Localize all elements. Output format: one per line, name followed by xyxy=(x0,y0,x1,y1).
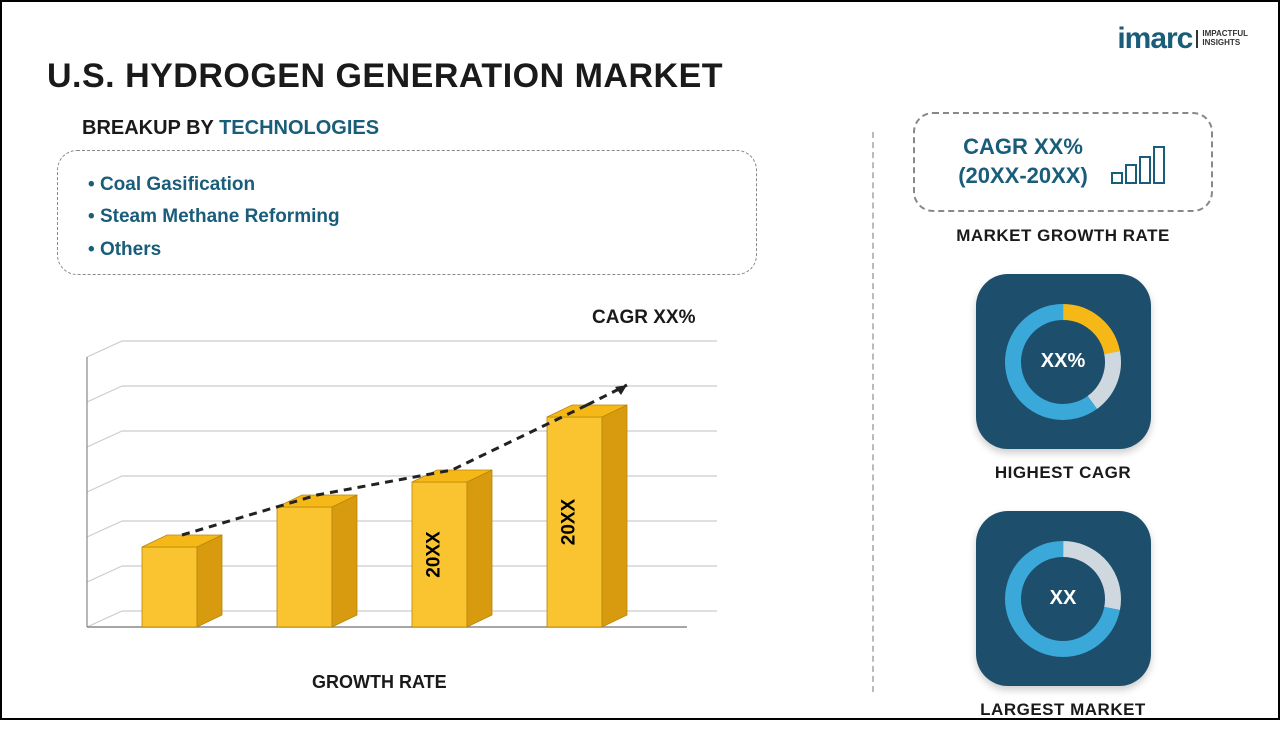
tech-item: • Steam Methane Reforming xyxy=(88,201,726,233)
side-panel: CAGR XX% (20XX-20XX) MARKET GROWTH RATE … xyxy=(893,112,1233,748)
cagr-summary-box: CAGR XX% (20XX-20XX) xyxy=(913,112,1213,212)
cagr-summary-text: CAGR XX% (20XX-20XX) xyxy=(958,133,1088,190)
svg-text:20XX: 20XX xyxy=(424,531,445,578)
vertical-divider xyxy=(872,132,874,692)
mini-bars-icon xyxy=(1108,137,1168,187)
logo-tagline: IMPACTFUL INSIGHTS xyxy=(1196,30,1248,48)
tech-item: • Coal Gasification xyxy=(88,169,726,201)
brand-logo: imarc IMPACTFUL INSIGHTS xyxy=(1117,22,1248,56)
donut-value: XX xyxy=(1050,587,1077,610)
technologies-box: • Coal Gasification • Steam Methane Refo… xyxy=(57,150,757,275)
highest-cagr-label: HIGHEST CAGR xyxy=(995,463,1131,483)
market-growth-label: MARKET GROWTH RATE xyxy=(956,226,1170,246)
svg-text:20XX: 20XX xyxy=(559,498,580,545)
growth-bar-chart: 20XX 20XX xyxy=(77,297,757,657)
breakup-subtitle: BREAKUP BY TECHNOLOGIES xyxy=(82,117,379,140)
tech-item: • Others xyxy=(88,234,726,266)
donut-value: XX% xyxy=(1041,350,1085,373)
largest-market-card: XX xyxy=(976,511,1151,686)
chart-x-label: GROWTH RATE xyxy=(312,672,447,693)
logo-text: imarc xyxy=(1117,22,1192,56)
chart-svg: 20XX 20XX xyxy=(77,297,757,657)
largest-market-label: LARGEST MARKET xyxy=(980,700,1146,720)
highest-cagr-card: XX% xyxy=(976,274,1151,449)
page-title: U.S. HYDROGEN GENERATION MARKET xyxy=(47,57,723,96)
